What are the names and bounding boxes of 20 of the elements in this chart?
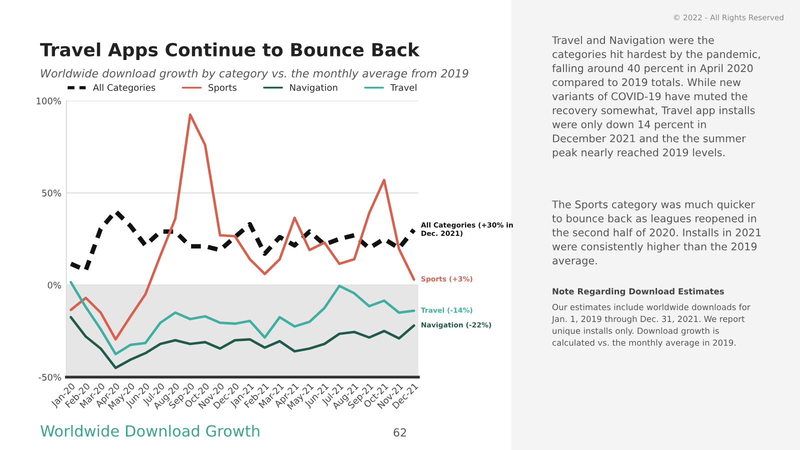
line-series	[70, 280, 416, 356]
text: Worldwide Download Growth	[40, 424, 260, 437]
text: The Sports category was much quicker to bounce back as leagues reopened in the second half of 2020. Installs in 2021 were consistently higher than the 2019 average.	[552, 200, 761, 266]
chart-title: Travel Apps Continue to Bounce Back	[40, 42, 420, 60]
y-tick-label: 100%	[36, 98, 62, 104]
text: 62	[394, 428, 406, 437]
legend-label: Travel	[390, 84, 416, 91]
line-series	[68, 209, 416, 272]
line-series	[70, 113, 416, 341]
y-tick-label: 50%	[42, 190, 62, 196]
text: Our estimates include worldwide downloads for Jan. 1, 2019 through Dec. 31, 2021. We report unique installs only. Download growth is calculated vs. the monthly average in 2019.	[552, 304, 750, 348]
line-series	[70, 316, 416, 370]
legend-label: All Categories	[92, 84, 156, 93]
y-tick-label: 0%	[48, 282, 62, 289]
legend-label: Sports	[208, 84, 236, 93]
text: Travel and Navigation were the categories hit hardest by the pandemic, falling around 40 percent in April 2020 compared to 2019 totals. While new variants of COVID-19 have muted the recovery somewhat, Travel app installs were only down 14 percent in December 2021 and the the summer peak nearly reached 2019 levels.	[552, 36, 760, 158]
text: Note Regarding Download Estimates	[552, 288, 724, 296]
y-tick-label: -50%	[38, 374, 62, 381]
legend-label: Navigation	[290, 84, 338, 93]
chart-subtitle: Worldwide download growth by category vs. the monthly average from 2019	[41, 68, 468, 80]
